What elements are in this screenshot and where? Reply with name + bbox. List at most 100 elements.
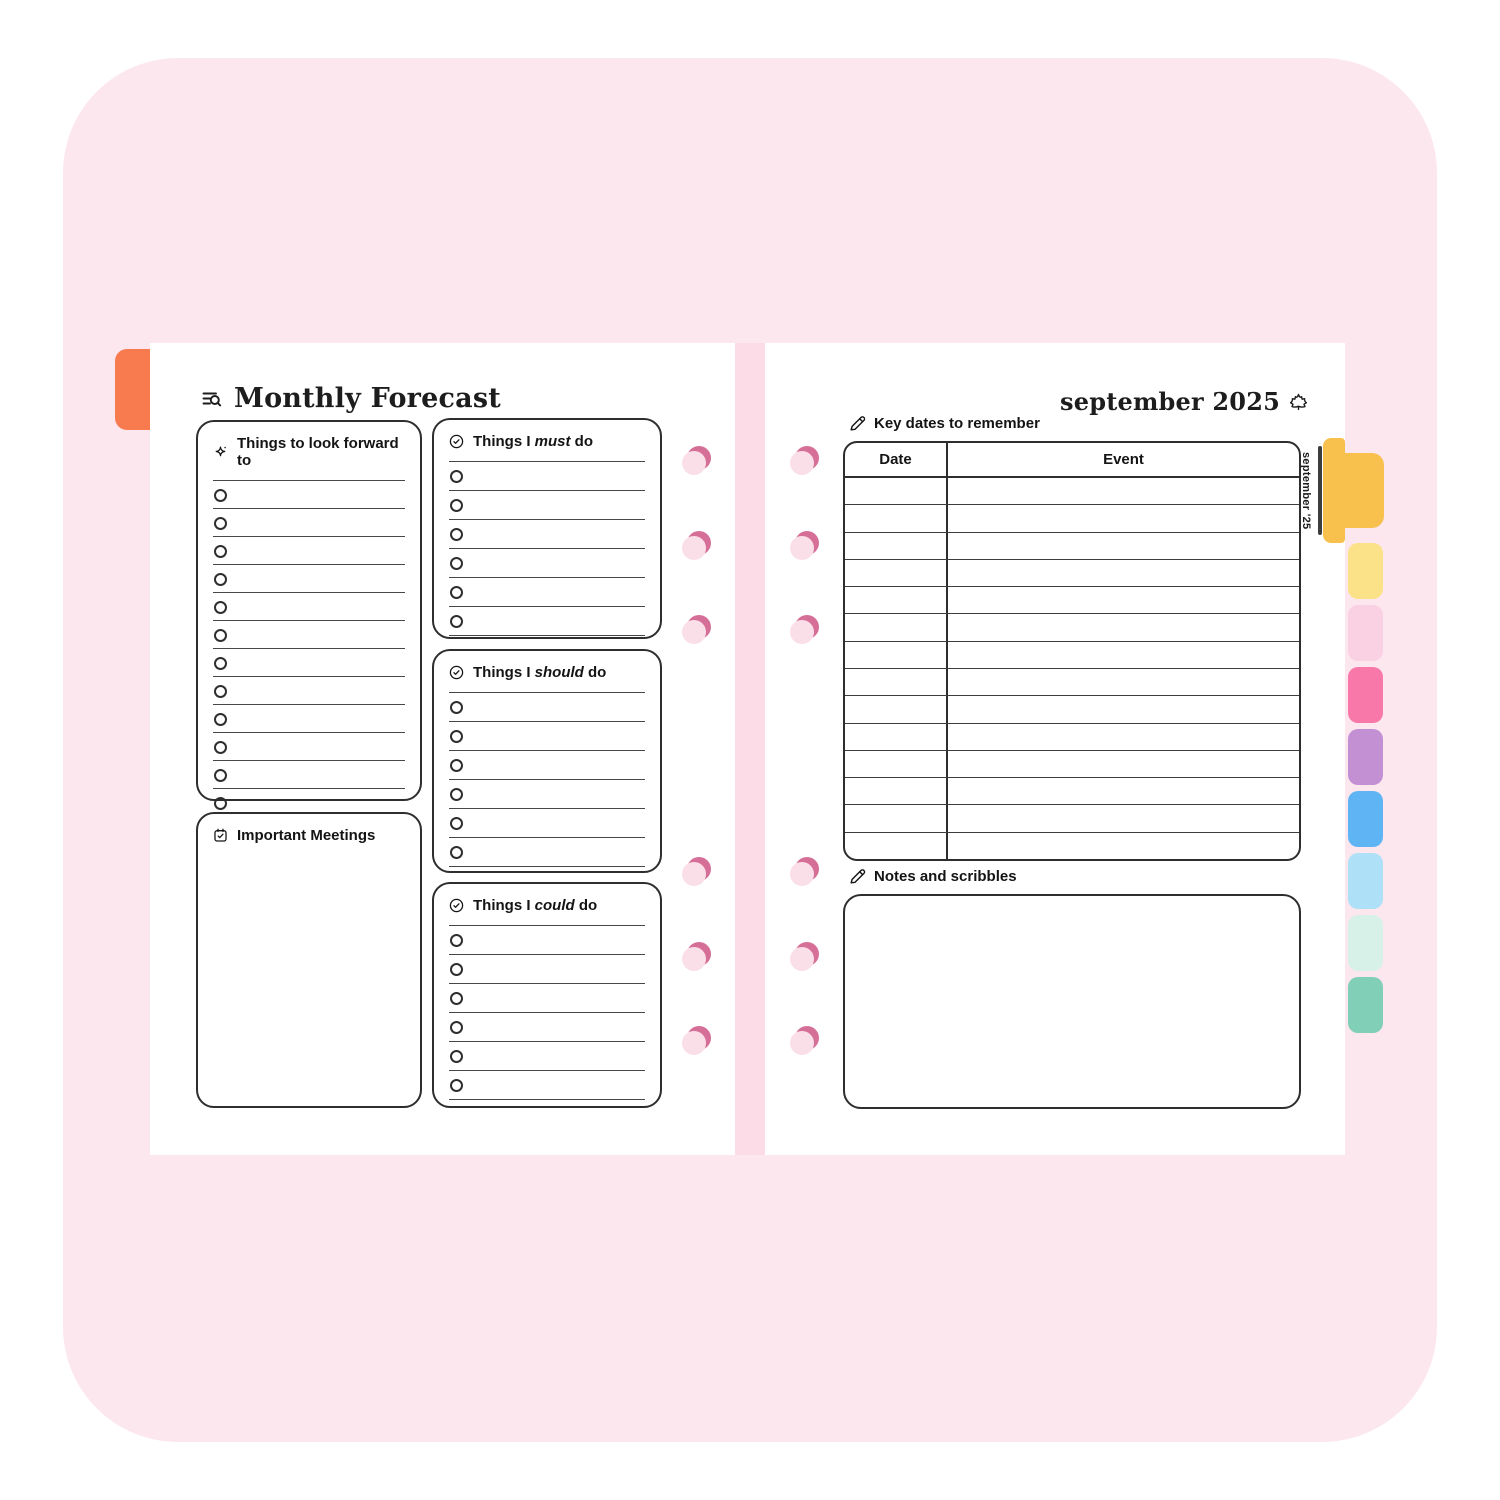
bullet-circle bbox=[450, 1021, 463, 1034]
event-cell[interactable] bbox=[948, 805, 1299, 831]
section-title: Notes and scribbles bbox=[874, 868, 1017, 885]
side-tabs bbox=[1348, 543, 1383, 1033]
month-tab-september[interactable] bbox=[1340, 453, 1384, 528]
table-row bbox=[845, 478, 1299, 505]
bullet-writing-line[interactable] bbox=[449, 578, 645, 607]
event-cell[interactable] bbox=[948, 614, 1299, 640]
event-cell[interactable] bbox=[948, 560, 1299, 586]
check-circle-icon bbox=[448, 433, 465, 450]
event-cell[interactable] bbox=[948, 642, 1299, 668]
bullet-writing-line[interactable] bbox=[449, 549, 645, 578]
bullet-writing-line[interactable] bbox=[213, 705, 405, 733]
bullet-writing-line[interactable] bbox=[213, 677, 405, 705]
side-tab-blue[interactable] bbox=[1348, 791, 1383, 847]
date-cell[interactable] bbox=[845, 641, 948, 668]
notes-writing-area[interactable] bbox=[843, 894, 1301, 1109]
date-cell[interactable] bbox=[845, 614, 948, 641]
notes-label: Notes and scribbles bbox=[848, 867, 1017, 886]
side-tab-yellow[interactable] bbox=[1348, 543, 1383, 599]
bullet-circle bbox=[214, 713, 227, 726]
event-cell[interactable] bbox=[948, 751, 1299, 777]
date-cell[interactable] bbox=[845, 587, 948, 614]
table-row bbox=[845, 804, 1299, 832]
pencil-icon bbox=[848, 867, 867, 886]
event-cell[interactable] bbox=[948, 724, 1299, 750]
bullet-circle bbox=[450, 1050, 463, 1063]
date-cell[interactable] bbox=[845, 778, 948, 805]
date-cell[interactable] bbox=[845, 723, 948, 750]
date-cell[interactable] bbox=[845, 832, 948, 859]
binder-ring bbox=[682, 446, 711, 475]
bullet-writing-line[interactable] bbox=[449, 955, 645, 984]
date-cell[interactable] bbox=[845, 805, 948, 832]
event-cell[interactable] bbox=[948, 533, 1299, 559]
page-title: Monthly Forecast bbox=[200, 383, 501, 414]
bullet-circle bbox=[214, 685, 227, 698]
writing-line[interactable] bbox=[213, 480, 405, 481]
bullet-writing-line[interactable] bbox=[449, 1042, 645, 1071]
bullet-writing-line[interactable] bbox=[449, 751, 645, 780]
bullet-writing-line[interactable] bbox=[449, 520, 645, 549]
bullet-writing-line[interactable] bbox=[449, 1013, 645, 1042]
key-dates-label: Key dates to remember bbox=[848, 414, 1040, 433]
date-cell[interactable] bbox=[845, 532, 948, 559]
bullet-writing-line[interactable] bbox=[449, 780, 645, 809]
month-tab-september[interactable] bbox=[1323, 438, 1345, 543]
bullet-writing-line[interactable] bbox=[213, 481, 405, 509]
writing-line[interactable] bbox=[449, 925, 645, 926]
bullet-writing-line[interactable] bbox=[213, 761, 405, 789]
date-cell[interactable] bbox=[845, 668, 948, 696]
date-cell[interactable] bbox=[845, 505, 948, 532]
date-cell[interactable] bbox=[845, 696, 948, 723]
event-cell[interactable] bbox=[948, 669, 1299, 695]
bullet-writing-line[interactable] bbox=[449, 491, 645, 520]
bullet-writing-line[interactable] bbox=[213, 537, 405, 565]
should-do-box: Things I should do bbox=[432, 649, 662, 873]
bullet-writing-line[interactable] bbox=[449, 607, 645, 636]
box-title: Things I should do bbox=[473, 664, 607, 681]
bullet-circle bbox=[450, 528, 463, 541]
binder-ring-hole bbox=[790, 1031, 814, 1055]
event-cell[interactable] bbox=[948, 778, 1299, 804]
writing-line[interactable] bbox=[449, 461, 645, 462]
bullet-writing-line[interactable] bbox=[449, 693, 645, 722]
writing-line[interactable] bbox=[449, 692, 645, 693]
binder-ring-hole bbox=[682, 947, 706, 971]
bullet-writing-line[interactable] bbox=[213, 649, 405, 677]
date-cell[interactable] bbox=[845, 559, 948, 587]
side-tab-hot-pink[interactable] bbox=[1348, 667, 1383, 723]
bullet-writing-line[interactable] bbox=[213, 565, 405, 593]
side-tab-light-blue[interactable] bbox=[1348, 853, 1383, 909]
date-cell[interactable] bbox=[845, 750, 948, 778]
bullet-writing-line[interactable] bbox=[449, 926, 645, 955]
date-cell[interactable] bbox=[845, 478, 948, 505]
calendar-check-icon bbox=[212, 827, 229, 844]
side-tab-purple[interactable] bbox=[1348, 729, 1383, 785]
event-cell[interactable] bbox=[948, 696, 1299, 722]
bullet-writing-line[interactable] bbox=[213, 733, 405, 761]
bullet-writing-line[interactable] bbox=[213, 509, 405, 537]
bullet-writing-line[interactable] bbox=[449, 722, 645, 751]
event-cell[interactable] bbox=[948, 833, 1299, 859]
binder-ring bbox=[790, 857, 819, 886]
side-tab-light-pink[interactable] bbox=[1348, 605, 1383, 661]
important-meetings-box[interactable]: Important Meetings bbox=[196, 812, 422, 1108]
side-tab-teal[interactable] bbox=[1348, 977, 1383, 1033]
bullet-writing-line[interactable] bbox=[449, 462, 645, 491]
bullet-writing-line[interactable] bbox=[213, 593, 405, 621]
side-tab-mint[interactable] bbox=[1348, 915, 1383, 971]
bullet-writing-line[interactable] bbox=[449, 838, 645, 867]
binder-ring-hole bbox=[790, 947, 814, 971]
binder-ring-hole bbox=[790, 536, 814, 560]
event-cell[interactable] bbox=[948, 505, 1299, 531]
table-row bbox=[845, 777, 1299, 805]
bullet-writing-line[interactable] bbox=[213, 621, 405, 649]
box-header: Things I could do bbox=[448, 895, 646, 914]
table-row bbox=[845, 749, 1299, 778]
bullet-writing-line[interactable] bbox=[449, 809, 645, 838]
event-cell[interactable] bbox=[948, 587, 1299, 613]
bullet-circle bbox=[214, 601, 227, 614]
bullet-writing-line[interactable] bbox=[449, 1071, 645, 1100]
event-cell[interactable] bbox=[948, 478, 1299, 504]
bullet-writing-line[interactable] bbox=[449, 984, 645, 1013]
